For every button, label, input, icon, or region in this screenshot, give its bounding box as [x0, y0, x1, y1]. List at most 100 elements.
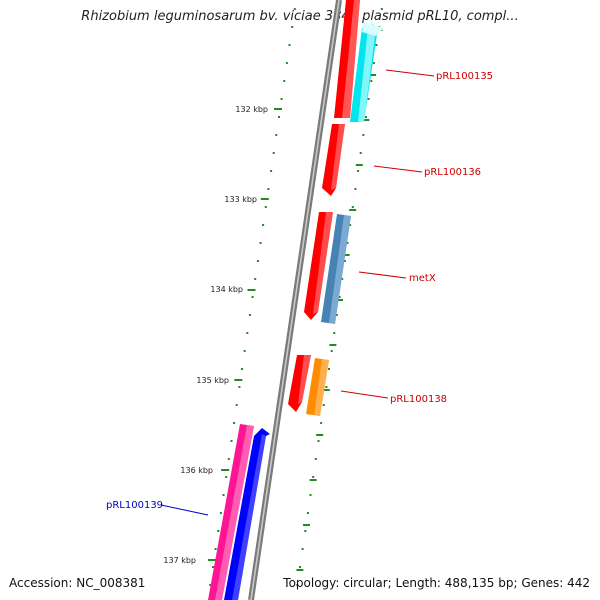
tick-label-134: 134 kbp	[210, 285, 243, 294]
inner-tick-dot	[251, 296, 254, 298]
gene-arrow-pRL100138-red-shade	[298, 355, 311, 404]
inner-tick-dot	[217, 530, 220, 532]
inner-tick-dot	[212, 566, 214, 568]
tick-dots	[209, 8, 383, 586]
outer-tick-dot	[367, 98, 370, 100]
inner-tick-dot	[235, 404, 238, 406]
inner-tick-dot	[272, 152, 275, 154]
tick-label-133: 133 kbp	[224, 195, 257, 204]
inner-tick-dot	[278, 116, 280, 118]
inner-tick-dot	[264, 206, 267, 208]
inner-tick-dot	[267, 188, 270, 190]
leader-pRL100135	[385, 69, 435, 77]
inner-tick-dot	[270, 170, 273, 172]
outer-tick-dot	[359, 152, 362, 154]
inner-tick-dot	[283, 80, 286, 82]
gene-arrow-pRL100138-shine	[314, 359, 329, 416]
tick-label-132: 132 kbp	[235, 105, 268, 114]
inner-tick-dot	[256, 260, 259, 262]
gene-label-metX[interactable]: metX	[409, 273, 436, 284]
gene-arrow-pRL100139-shine	[232, 434, 266, 600]
gene-arrow-pRL100135-cap	[362, 22, 384, 36]
leader-metX	[358, 271, 407, 279]
outer-tick-dot	[354, 188, 357, 190]
gene-label-pRL100139[interactable]: pRL100139	[106, 500, 163, 511]
inner-tick-dot	[238, 386, 241, 388]
tick-label-135: 135 kbp	[196, 376, 229, 385]
inner-tick-dot	[262, 224, 265, 226]
outer-tick-dot	[306, 512, 309, 514]
gene-arrow-pRL100139-pink-shine	[215, 425, 254, 600]
inner-tick-dot	[225, 476, 228, 478]
outer-tick-dot	[314, 458, 317, 460]
outer-tick-dot	[341, 278, 344, 280]
outer-tick-dot	[370, 80, 373, 82]
outer-tick-dot	[320, 422, 323, 424]
inner-tick-dot	[254, 278, 257, 280]
inner-tick-dot	[275, 134, 278, 136]
map-title: Rhizobium leguminosarum bv. viciae 3841 …	[81, 9, 519, 24]
gene-arrow-metX-shine	[329, 215, 351, 324]
gene-arrow-pRL100135-shine	[358, 28, 376, 122]
gene-label-pRL100138[interactable]: pRL100138	[390, 394, 447, 405]
inner-tick-dot	[246, 332, 249, 334]
tick-label-137: 137 kbp	[163, 556, 196, 565]
outer-tick-dot	[349, 224, 352, 226]
inner-tick-dot	[230, 440, 233, 442]
inner-tick-dot	[209, 584, 212, 586]
backbone-highlight	[250, 0, 340, 600]
outer-tick-dot	[335, 314, 338, 316]
outer-tick-dot	[325, 386, 328, 388]
outer-tick-dot	[351, 206, 354, 208]
inner-tick-dot	[241, 368, 243, 370]
summary-text: Topology: circular; Length: 488,135 bp; …	[283, 576, 590, 590]
accession-text: Accession: NC_008381	[9, 576, 146, 590]
outer-tick-dot	[372, 62, 375, 64]
outer-tick-dot	[365, 116, 367, 118]
gene-arrow-pRL100136-shade	[331, 124, 345, 190]
inner-tick-dot	[288, 44, 291, 46]
outer-tick-dot	[309, 494, 312, 496]
inner-tick-dot	[285, 62, 288, 64]
tick-label-136: 136 kbp	[180, 466, 213, 475]
inner-tick-dot	[243, 350, 246, 352]
tick-labels: 132 kbp 133 kbp 134 kbp 135 kbp 136 kbp …	[163, 105, 268, 565]
outer-tick-dot	[296, 584, 299, 586]
gene-label-pRL100135[interactable]: pRL100135	[436, 71, 493, 82]
inner-tick-dot	[222, 494, 225, 496]
inner-tick-dot	[233, 422, 236, 424]
inner-tick-dot	[293, 8, 296, 10]
inner-tick-dot	[259, 242, 262, 244]
inner-tick-dot	[291, 26, 294, 28]
outer-tick-dot	[357, 170, 360, 172]
inner-tick-dot	[214, 548, 217, 550]
gene-label-pRL100136[interactable]: pRL100136	[424, 167, 481, 178]
outer-tick-dot	[301, 548, 304, 550]
outer-tick-dot	[333, 332, 336, 334]
outer-tick-dot	[362, 134, 365, 136]
outer-tick-dot	[304, 530, 307, 532]
outer-tick-dot	[343, 260, 346, 262]
outer-tick-dot	[322, 404, 325, 406]
gene-arrow-metX-red-shade	[313, 212, 333, 314]
inner-tick-dot	[227, 458, 230, 460]
outer-tick-dot	[312, 476, 315, 478]
label-leaders	[160, 69, 435, 516]
inner-tick-dot	[248, 314, 251, 316]
outer-tick-dot	[317, 440, 320, 442]
outer-tick-dot	[346, 242, 349, 244]
leader-pRL100138	[340, 390, 389, 399]
outer-tick-dot	[328, 368, 330, 370]
outer-tick-dot	[299, 566, 301, 568]
inner-tick-dot	[219, 512, 222, 514]
outer-tick-dot	[375, 44, 378, 46]
gene-arrow-top-red-shade	[342, 0, 360, 118]
outer-tick-dot	[330, 350, 333, 352]
outer-tick-dot	[338, 296, 341, 298]
inner-tick-dot	[280, 98, 283, 100]
leader-pRL100136	[373, 165, 423, 173]
gene-features	[208, 0, 384, 600]
leader-pRL100139	[160, 504, 209, 516]
gene-labels: pRL100135 pRL100136 metX pRL100138 pRL10…	[106, 71, 493, 511]
